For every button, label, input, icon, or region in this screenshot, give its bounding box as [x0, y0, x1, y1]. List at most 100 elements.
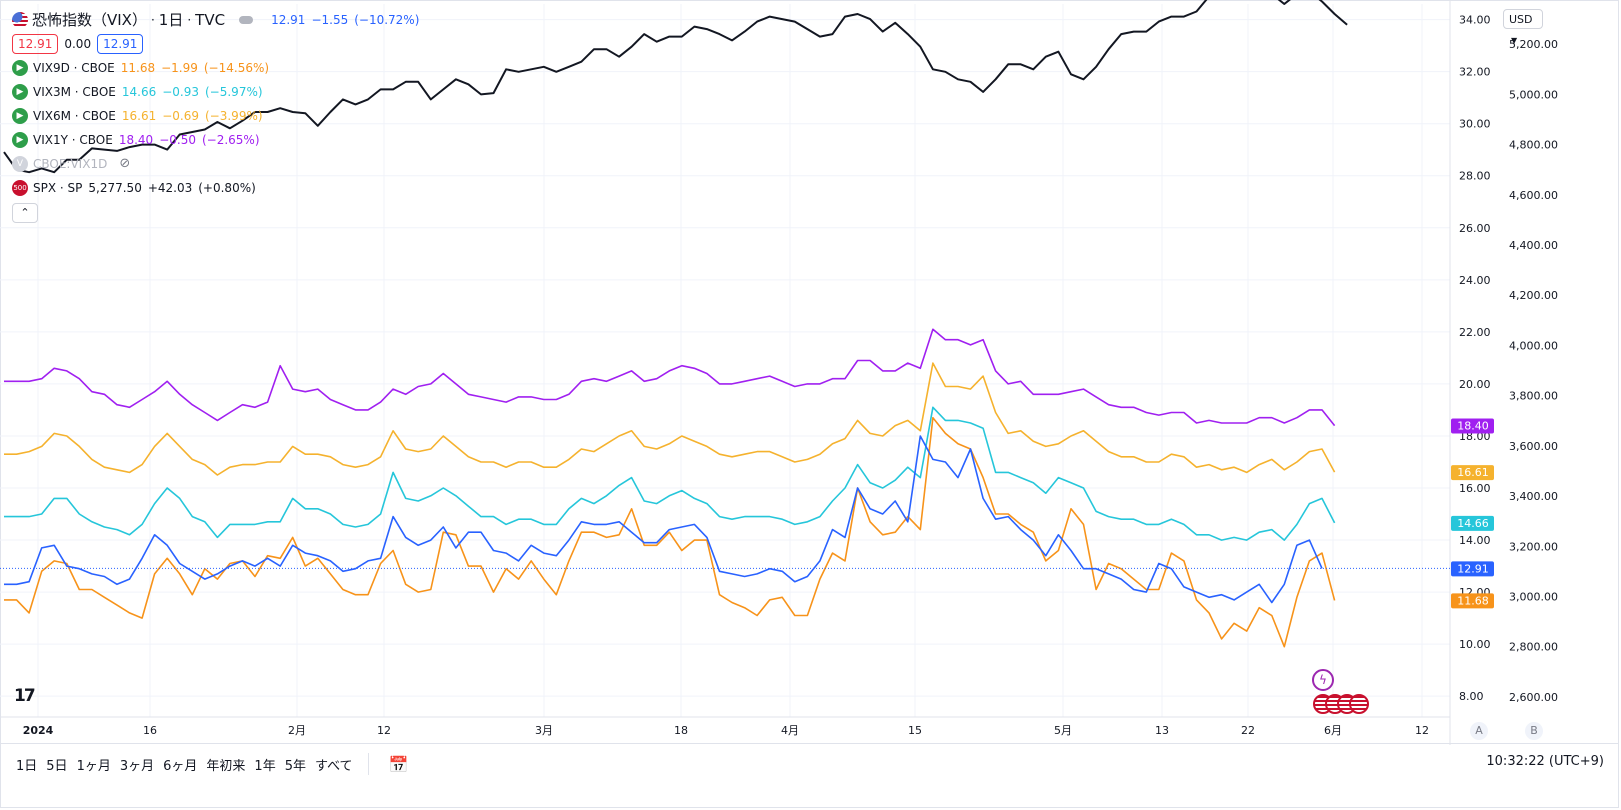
legend-row-vix6m[interactable]: ▶ VIX6M · CBOE 16.61 −0.69 (−3.99%): [12, 104, 425, 128]
x-axis-tick-label: 12: [1415, 724, 1429, 737]
left-axis-tick-label: 8.00: [1459, 690, 1484, 703]
toolbar-divider: [367, 753, 369, 775]
main-symbol-title[interactable]: 恐怖指数（VIX）: [32, 11, 147, 29]
left-axis-tick-label: 26.00: [1459, 222, 1491, 235]
x-axis-tick-label: 6月: [1324, 724, 1342, 737]
legend-value: 11.68: [120, 61, 156, 75]
buy-button[interactable]: 12.91: [97, 34, 144, 54]
us-flag-icon: [12, 12, 28, 28]
price-label-text: 16.61: [1457, 466, 1489, 479]
hidden-series-icon: V: [12, 156, 28, 172]
legend-value: 5,277.50: [88, 181, 142, 195]
legend-value: 14.66: [121, 85, 157, 99]
chevron-down-icon: ▼: [1511, 36, 1518, 45]
range-1m[interactable]: 1ヶ月: [76, 758, 111, 774]
price-change-pct: (−10.72%): [354, 13, 420, 27]
price-label-text: 11.68: [1457, 594, 1489, 607]
range-5y[interactable]: 5年: [284, 758, 306, 774]
play-icon: ▶: [12, 108, 28, 124]
range-1d[interactable]: 1日: [16, 758, 38, 774]
right-axis-tick-label: 3,200.00: [1509, 540, 1558, 553]
series-line-vix6m: [4, 362, 1336, 476]
eye-hidden-icon[interactable]: ⊘: [119, 156, 131, 171]
legend-row-spx[interactable]: 500 SPX · SP 5,277.50 +42.03 (+0.80%): [12, 176, 425, 200]
legend-row-vix1y[interactable]: ▶ VIX1Y · CBOE 18.40 −0.50 (−2.65%): [12, 128, 425, 152]
legend-change: −0.50: [159, 133, 196, 147]
currency-select[interactable]: USD ▼: [1503, 9, 1543, 45]
play-icon: ▶: [12, 60, 28, 76]
price-label-box: [1451, 593, 1494, 609]
currency-label: USD: [1509, 13, 1533, 26]
market-status-icon[interactable]: [239, 16, 254, 24]
series-line-vix1y: [4, 328, 1336, 427]
range-1y[interactable]: 1年: [254, 758, 276, 774]
main-symbol-row[interactable]: 恐怖指数（VIX） · 1日 · TVC 12.91 −1.55 (−10.72…: [12, 8, 425, 32]
legend-symbol: CBOE:VIX1D: [33, 157, 108, 171]
range-all[interactable]: すべて: [314, 758, 353, 774]
legend-row-vix9d[interactable]: ▶ VIX9D · CBOE 11.68 −1.99 (−14.56%): [12, 56, 425, 80]
legend-change: −1.99: [161, 61, 198, 75]
x-axis-tick-label: 2024: [23, 724, 54, 737]
us-economic-event-icon[interactable]: [1349, 694, 1369, 714]
timeframe-label[interactable]: 1日: [158, 11, 184, 29]
left-axis-tick-label: 10.00: [1459, 638, 1491, 651]
price-label-text: 12.91: [1457, 562, 1489, 575]
tradingview-logo[interactable]: 17: [14, 686, 36, 706]
chart-plot[interactable]: 8.0010.0012.0014.0016.0018.0020.0022.002…: [0, 0, 1621, 745]
lightning-event-icon[interactable]: ϟ: [1312, 669, 1334, 691]
trade-row: 12.91 0.00 12.91: [12, 32, 425, 56]
spx-badge-icon: 500: [12, 180, 28, 196]
legend-symbol: VIX9D · CBOE: [33, 61, 115, 75]
chevron-up-icon: ⌃: [20, 206, 30, 219]
x-axis-tick-label: 15: [908, 724, 922, 737]
legend-pct: (−3.99%): [205, 109, 263, 123]
range-6m[interactable]: 6ヶ月: [163, 758, 198, 774]
legend-symbol: SPX · SP: [33, 181, 83, 195]
axis-b-button[interactable]: B: [1525, 722, 1543, 740]
right-axis-tick-label: 4,000.00: [1509, 339, 1558, 352]
left-axis-tick-label: 28.00: [1459, 170, 1491, 183]
right-axis-tick-label: 2,600.00: [1509, 691, 1558, 704]
right-axis-tick-label: 4,200.00: [1509, 289, 1558, 302]
x-axis-tick-label: 16: [143, 724, 157, 737]
separator-dot: ·: [150, 13, 155, 27]
series-line-spx: [3, 0, 1348, 174]
play-icon: ▶: [12, 132, 28, 148]
play-icon: ▶: [12, 84, 28, 100]
legend-symbol: VIX1Y · CBOE: [33, 133, 113, 147]
right-axis-tick-label: 4,400.00: [1509, 239, 1558, 252]
x-axis-tick-label: 3月: [535, 724, 553, 737]
right-axis-tick-label: 3,000.00: [1509, 590, 1558, 603]
auto-scale-button[interactable]: A: [1470, 722, 1488, 740]
price-label-box: [1451, 561, 1494, 577]
legend-change: −0.93: [162, 85, 199, 99]
range-3m[interactable]: 3ヶ月: [119, 758, 155, 774]
range-ytd[interactable]: 年初来: [206, 758, 246, 774]
legend-change: −0.69: [162, 109, 199, 123]
legend-row-vix3m[interactable]: ▶ VIX3M · CBOE 14.66 −0.93 (−5.97%): [12, 80, 425, 104]
sell-button[interactable]: 12.91: [12, 34, 59, 54]
legend-pct: (−5.97%): [205, 85, 263, 99]
x-axis-tick-label: 5月: [1054, 724, 1072, 737]
spread-value: 0.00: [64, 37, 92, 51]
x-axis-tick-label: 4月: [781, 724, 799, 737]
right-axis-tick-label: 5,200.00: [1509, 38, 1558, 51]
legend-symbol: VIX6M · CBOE: [33, 109, 116, 123]
left-axis-tick-label: 34.00: [1459, 14, 1491, 27]
left-axis-tick-label: 16.00: [1459, 482, 1491, 495]
right-axis-tick-label: 4,600.00: [1509, 189, 1558, 202]
price-label-text: 14.66: [1457, 517, 1489, 530]
x-axis-tick-label: 2月: [288, 724, 306, 737]
x-axis-tick-label: 18: [674, 724, 688, 737]
last-price: 12.91: [271, 13, 306, 27]
legend: 恐怖指数（VIX） · 1日 · TVC 12.91 −1.55 (−10.72…: [12, 8, 425, 223]
separator-dot: ·: [187, 13, 192, 27]
legend-row-vix1d-hidden[interactable]: V CBOE:VIX1D ⊘: [12, 152, 425, 176]
clock[interactable]: 10:32:22 (UTC+9): [1486, 754, 1604, 769]
legend-symbol: VIX3M · CBOE: [33, 85, 116, 99]
right-axis-tick-label: 3,400.00: [1509, 490, 1558, 503]
price-label-box: [1451, 465, 1494, 481]
calendar-goto-icon[interactable]: 📅: [388, 754, 409, 774]
collapse-legend-button[interactable]: ⌃: [12, 203, 38, 223]
range-5d[interactable]: 5日: [46, 758, 68, 774]
